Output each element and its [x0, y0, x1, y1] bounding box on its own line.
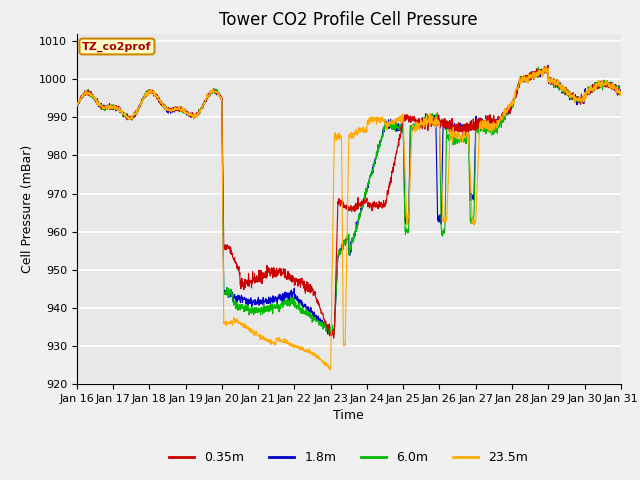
- Title: Tower CO2 Profile Cell Pressure: Tower CO2 Profile Cell Pressure: [220, 11, 478, 29]
- Y-axis label: Cell Pressure (mBar): Cell Pressure (mBar): [20, 144, 33, 273]
- X-axis label: Time: Time: [333, 409, 364, 422]
- Text: TZ_co2prof: TZ_co2prof: [82, 41, 152, 52]
- Legend: 0.35m, 1.8m, 6.0m, 23.5m: 0.35m, 1.8m, 6.0m, 23.5m: [164, 446, 533, 469]
